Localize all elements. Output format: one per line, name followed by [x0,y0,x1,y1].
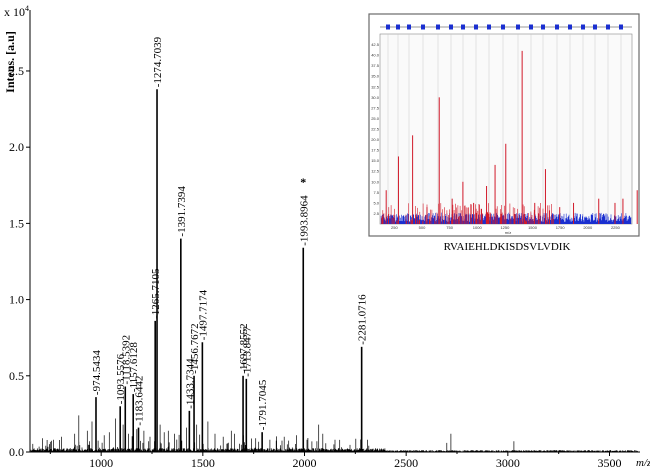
inset-ladder-marker [581,24,585,30]
peak-label: -1093.5576 [115,353,127,404]
inset-y-tick-label: 27.5 [371,105,380,110]
inset-y-tick-label: 22.5 [371,127,380,132]
y-axis-label: Intens. [a.u] [3,31,17,93]
inset-y-tick-label: 5.0 [373,200,379,205]
peak-label: -1118.5392 [120,335,132,385]
peak-label: -1183.6442 [134,376,146,426]
inset-x-tick-label: 2000 [583,225,593,230]
inset-x-tick-label: 500 [419,225,426,230]
peak-label: -1456.7672 [189,323,201,373]
inset-sequence-ladder [380,24,632,30]
inset-x-tick-label: 2250 [611,225,621,230]
tick-labels: 1000 1500 2000 2500 3000 3500 0.0 0.5 1.0 1.5 2.0 2… [9,64,622,470]
peak-label: -1157.6128 [128,342,140,393]
inset-y-tick-label: 30.0 [371,95,380,100]
x-tick-label: 1000 [89,456,113,470]
peak-label: -1993.8964 [298,195,310,246]
inset-x-tick-label: 250 [391,225,398,230]
inset-ladder-marker [593,24,597,30]
inset-ladder-marker [474,24,478,30]
inset-y-tick-label: 2.5 [373,211,379,216]
inset-x-tick-label: 1750 [556,225,566,230]
inset-ladder-marker [449,24,453,30]
y-tick-label: 2.5 [9,64,24,78]
peak-label: -1274.7039 [152,36,164,87]
x-tick-label: 3500 [598,456,622,470]
inset-y-tick-label: 10.0 [371,179,380,184]
peak-label: -1391.7394 [176,186,188,237]
peak-label: -1697.8552 [238,323,250,373]
x-tick-label: 3000 [496,456,520,470]
peak-label: -1265.7105 [150,268,162,319]
baseline-noise [30,415,638,452]
y-tick-label: 2.0 [9,140,24,154]
peptide-sequence-caption: RVAIEHLDKISDSVLVDIK [443,241,571,253]
inset-ladder-marker [421,24,425,30]
inset-x-tick-label: 1000 [473,225,483,230]
inset-ladder-marker [516,24,520,30]
inset-tick-labels: 250 500 750 1000 1250 1500 1750 2000 2250 42.5 40.… [371,42,620,230]
inset-y-tick-label: 15.0 [371,158,380,163]
peak-marker: * [300,175,306,189]
inset-y-tick-label: 37.5 [371,63,380,68]
x-tick-label: 2000 [293,456,317,470]
y-tick-label: 0.0 [9,445,24,459]
inset-ladder-marker [541,24,545,30]
peak-label: -1713.8477 [241,326,253,377]
x-tick-label: 1500 [191,456,215,470]
peak-label: -2281.0716 [357,294,369,345]
inset-spectrum [380,50,638,224]
inset-y-tick-label: 42.5 [371,42,380,47]
inset-x-tick-label: 750 [446,225,453,230]
inset-x-label: m/z [505,230,511,235]
peak-label: -1497.7174 [197,289,209,340]
inset-ladder-marker [555,24,559,30]
inset-x-tick-label: 1500 [528,225,538,230]
inset-ladder-marker [529,24,533,30]
y-multiplier-exponent: 4 [25,4,29,13]
peak-label: -974.5434 [91,350,103,395]
inset-ladder-marker [396,24,400,30]
x-tick-label: 2500 [394,456,418,470]
y-tick-label: 1.5 [9,216,24,230]
inset-ladder-marker [487,24,491,30]
peak-series: -974.5434 -1093.5576-1118.5392-1157.6128-… [91,36,369,452]
inset-ladder-marker [619,24,623,30]
inset-gridlines [387,34,622,224]
y-tick-label: 0.5 [9,369,24,383]
x-axis-label: m/z [636,457,650,469]
inset-ladder-marker [606,24,610,30]
inset-y-tick-label: 40.0 [371,53,380,58]
inset-ladder-marker [407,24,411,30]
noise-trace [30,415,638,452]
inset-ladder-marker [568,24,572,30]
inset-y-tick-label: 35.0 [371,74,380,79]
inset-y-tick-label: 25.0 [371,116,380,121]
inset-ladder-marker [386,24,390,30]
y-tick-label: 1.0 [9,293,24,307]
inset-x-tick-label: 1250 [500,225,510,230]
inset-ladder-marker [501,24,505,30]
y-multiplier: x 104 [4,4,29,19]
inset-ladder-marker [436,24,440,30]
msms-inset: 250 500 750 1000 1250 1500 1750 2000 2250 42.5 40.… [368,13,640,237]
inset-y-tick-label: 12.5 [371,169,380,174]
peak-label: -1791.7045 [257,379,269,430]
inset-y-tick-label: 7.5 [373,190,379,195]
inset-ladder-marker [461,24,465,30]
inset-y-tick-label: 32.5 [371,84,380,89]
inset-y-tick-label: 17.5 [371,148,380,153]
inset-y-tick-label: 20.0 [371,137,380,142]
